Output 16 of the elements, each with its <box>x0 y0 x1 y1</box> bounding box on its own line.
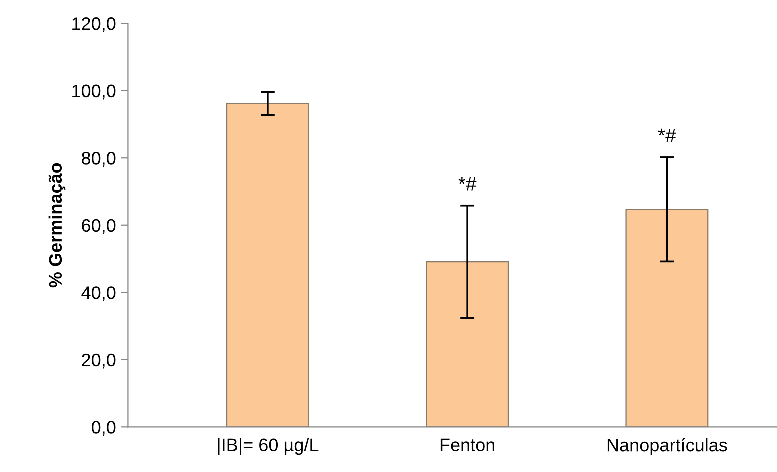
y-tick-label: 40,0 <box>82 286 116 302</box>
y-tick-label: 60,0 <box>82 219 116 234</box>
annotation: *# <box>658 128 676 142</box>
y-tick-label: 0,0 <box>92 421 116 436</box>
x-tick-label: Fenton <box>440 438 495 452</box>
x-tick-label: Nanopartículas <box>608 438 728 456</box>
y-tick-label: 20,0 <box>82 354 116 369</box>
bar <box>226 103 310 428</box>
annotation: *# <box>458 177 477 191</box>
y-tick-label: 100,0 <box>72 84 116 100</box>
y-tick-label: 80,0 <box>82 152 116 167</box>
bar <box>426 261 510 428</box>
y-tick-label: 120,0 <box>72 18 116 32</box>
bar <box>626 209 709 428</box>
y-axis-title: % Germinação <box>48 163 66 288</box>
x-tick-label: |IB|= 60 µg/L <box>218 438 319 456</box>
